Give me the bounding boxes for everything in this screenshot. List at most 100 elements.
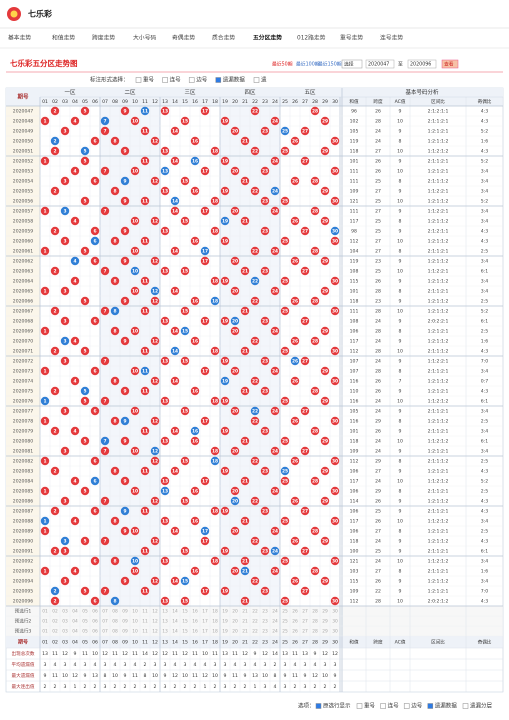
preselect-number[interactable]: 20: [232, 629, 238, 635]
option-label[interactable]: 遗漏分层: [470, 702, 493, 710]
preselect-number[interactable]: 12: [152, 609, 158, 615]
nav-tab[interactable]: 重号走势: [340, 34, 363, 42]
preselect-number[interactable]: 21: [242, 619, 248, 625]
preselect-number[interactable]: 11: [142, 619, 148, 625]
preselect-number[interactable]: 21: [242, 609, 248, 615]
preselect-number[interactable]: 29: [322, 629, 328, 635]
preselect-number[interactable]: 06: [92, 629, 98, 635]
preselect-number[interactable]: 05: [82, 619, 88, 625]
preselect-number[interactable]: 15: [182, 629, 188, 635]
checkbox[interactable]: [215, 77, 222, 83]
preselect-number[interactable]: 08: [112, 609, 118, 615]
option-label[interactable]: 重号: [364, 702, 376, 710]
preselect-number[interactable]: 24: [272, 609, 278, 615]
preselect-number[interactable]: 26: [292, 609, 298, 615]
range-link[interactable]: 最近100期: [296, 61, 320, 68]
preselect-number[interactable]: 24: [272, 619, 278, 625]
option-label[interactable]: 遗漏数据: [435, 702, 458, 710]
preselect-number[interactable]: 01: [42, 619, 48, 625]
preselect-number[interactable]: 01: [42, 609, 48, 615]
checkbox[interactable]: [403, 703, 410, 709]
preselect-number[interactable]: 10: [132, 629, 138, 635]
preselect-number[interactable]: 29: [322, 619, 328, 625]
checkbox[interactable]: [188, 77, 195, 83]
preselect-number[interactable]: 06: [92, 609, 98, 615]
preselect-number[interactable]: 30: [332, 619, 338, 625]
preselect-number[interactable]: 05: [82, 609, 88, 615]
preselect-number[interactable]: 22: [252, 609, 258, 615]
option-label[interactable]: 原选行显示: [323, 702, 351, 710]
preselect-number[interactable]: 15: [182, 619, 188, 625]
preselect-number[interactable]: 10: [132, 619, 138, 625]
preselect-number[interactable]: 02: [52, 629, 58, 635]
option-label[interactable]: 连号: [388, 702, 400, 710]
preselect-number[interactable]: 04: [72, 629, 78, 635]
preselect-number[interactable]: 09: [122, 619, 128, 625]
preselect-number[interactable]: 09: [122, 629, 128, 635]
checkbox[interactable]: [253, 77, 260, 83]
preselect-number[interactable]: 07: [102, 619, 108, 625]
preselect-number[interactable]: 14: [172, 609, 178, 615]
preselect-number[interactable]: 04: [72, 609, 78, 615]
preselect-number[interactable]: 06: [92, 619, 98, 625]
option-label[interactable]: 遗漏数据: [223, 76, 246, 84]
preselect-number[interactable]: 30: [332, 629, 338, 635]
nav-tab[interactable]: 连号走势: [380, 34, 403, 42]
preselect-number[interactable]: 22: [252, 619, 258, 625]
preselect-number[interactable]: 14: [172, 629, 178, 635]
option-label[interactable]: 重号: [143, 76, 155, 84]
preselect-number[interactable]: 03: [62, 629, 68, 635]
button-label[interactable]: 查看: [444, 61, 454, 68]
preselect-number[interactable]: 07: [102, 629, 108, 635]
preselect-number[interactable]: 25: [282, 619, 288, 625]
option-label[interactable]: 遗: [261, 76, 267, 84]
preselect-number[interactable]: 15: [182, 609, 188, 615]
preselect-number[interactable]: 25: [282, 609, 288, 615]
checkbox[interactable]: [315, 703, 322, 709]
nav-tab[interactable]: 基本走势: [8, 34, 31, 42]
nav-tab[interactable]: 大小号码: [133, 34, 156, 42]
preselect-number[interactable]: 03: [62, 609, 68, 615]
preselect-number[interactable]: 27: [302, 609, 308, 615]
preselect-number[interactable]: 02: [52, 619, 58, 625]
preselect-number[interactable]: 16: [192, 629, 198, 635]
preselect-number[interactable]: 28: [312, 629, 318, 635]
preselect-number[interactable]: 19: [222, 619, 228, 625]
preselect-number[interactable]: 16: [192, 609, 198, 615]
preselect-number[interactable]: 28: [312, 619, 318, 625]
checkbox[interactable]: [462, 703, 469, 709]
preselect-number[interactable]: 17: [202, 629, 208, 635]
preselect-number[interactable]: 17: [202, 619, 208, 625]
preselect-number[interactable]: 30: [332, 609, 338, 615]
preselect-number[interactable]: 27: [302, 619, 308, 625]
preselect-number[interactable]: 11: [142, 629, 148, 635]
nav-tab[interactable]: 五分区走势: [253, 34, 282, 42]
preselect-number[interactable]: 18: [212, 619, 218, 625]
preselect-number[interactable]: 23: [262, 629, 268, 635]
preselect-number[interactable]: 08: [112, 619, 118, 625]
input[interactable]: [407, 59, 437, 69]
option-label[interactable]: 连号: [170, 76, 182, 84]
preselect-number[interactable]: 26: [292, 629, 298, 635]
checkbox[interactable]: [427, 703, 434, 709]
preselect-number[interactable]: 13: [162, 609, 168, 615]
preselect-number[interactable]: 11: [142, 609, 148, 615]
option-label[interactable]: 边号: [411, 702, 423, 710]
preselect-number[interactable]: 19: [222, 629, 228, 635]
checkbox[interactable]: [162, 77, 168, 83]
preselect-number[interactable]: 13: [162, 629, 168, 635]
preselect-number[interactable]: 07: [102, 609, 108, 615]
preselect-number[interactable]: 09: [122, 609, 128, 615]
select-box[interactable]: [341, 59, 363, 69]
preselect-number[interactable]: 22: [252, 629, 258, 635]
range-link[interactable]: 最近50期: [272, 61, 293, 68]
nav-tab[interactable]: 质合走势: [212, 34, 235, 42]
preselect-number[interactable]: 27: [302, 629, 308, 635]
preselect-number[interactable]: 14: [172, 619, 178, 625]
nav-tab[interactable]: 跨度走势: [92, 34, 115, 42]
preselect-number[interactable]: 16: [192, 619, 198, 625]
preselect-number[interactable]: 12: [152, 619, 158, 625]
preselect-number[interactable]: 23: [262, 619, 268, 625]
preselect-number[interactable]: 23: [262, 609, 268, 615]
preselect-number[interactable]: 28: [312, 609, 318, 615]
